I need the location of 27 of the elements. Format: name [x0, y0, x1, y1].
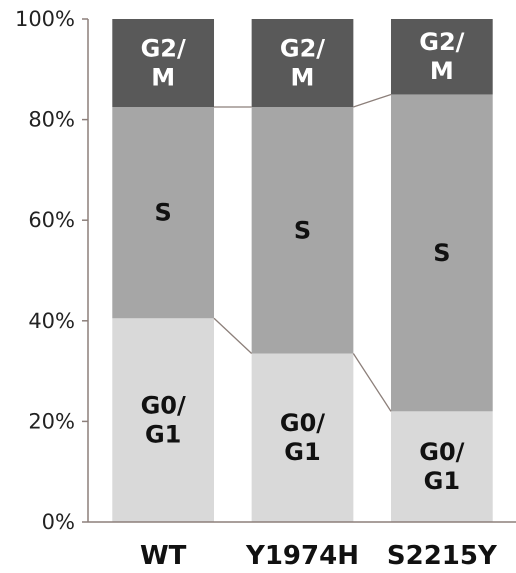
- text: G0/G1: [140, 392, 186, 449]
- bar: [112, 318, 214, 522]
- x-tick-label: Y1974H: [245, 541, 359, 571]
- bar: [390, 19, 493, 94]
- text: G2/M: [140, 34, 186, 92]
- series-label: S: [154, 198, 172, 227]
- text: S: [294, 216, 312, 244]
- text: G0/G1: [280, 409, 326, 466]
- bar: [112, 19, 214, 108]
- text: G2/M: [280, 34, 326, 92]
- bar: [390, 411, 493, 522]
- y-tick-label: 40%: [28, 308, 75, 333]
- y-tick-label: 100%: [14, 7, 75, 31]
- bar: [252, 19, 354, 108]
- x-tick-label: S2215Y: [386, 541, 498, 571]
- x-tick-label: WT: [140, 541, 187, 571]
- y-tick-label: 80%: [28, 108, 75, 132]
- bar: [390, 94, 493, 412]
- series-label: G2/M: [419, 28, 465, 86]
- bar: [112, 107, 214, 318]
- series-label: G0/G1: [419, 438, 465, 496]
- y-tick-label: 60%: [28, 208, 75, 232]
- bar: [252, 107, 354, 354]
- text: S: [433, 238, 450, 267]
- y-tick-label: 20%: [28, 409, 75, 434]
- y-tick-label: 0%: [42, 510, 75, 534]
- bar: [252, 353, 354, 522]
